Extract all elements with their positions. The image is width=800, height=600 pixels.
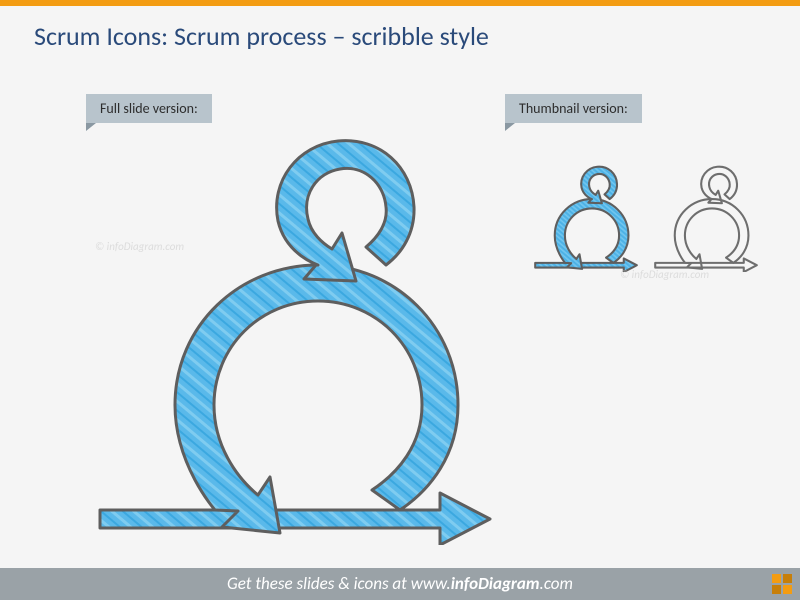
footer-corner-icon	[772, 574, 792, 594]
footer-site-bold: infoDiagram	[451, 573, 540, 594]
watermark-1: © infoDiagram.com	[95, 240, 184, 253]
watermark-2: © infoDiagram.com	[620, 268, 709, 281]
scrum-process-icon-thumb-filled	[530, 160, 642, 277]
label-thumbnail-version: Thumbnail version:	[505, 94, 642, 123]
scrum-process-icon-large	[80, 115, 510, 550]
footer-prefix: Get these slides & icons at	[227, 573, 411, 594]
page-title: Scrum Icons: Scrum process – scribble st…	[0, 6, 800, 60]
scrum-process-icon-thumb-outline	[650, 160, 762, 277]
footer-site-suffix: .com	[540, 573, 573, 594]
footer-site-prefix: www.	[411, 573, 451, 594]
footer-bar: Get these slides & icons at www.infoDiag…	[0, 568, 800, 600]
